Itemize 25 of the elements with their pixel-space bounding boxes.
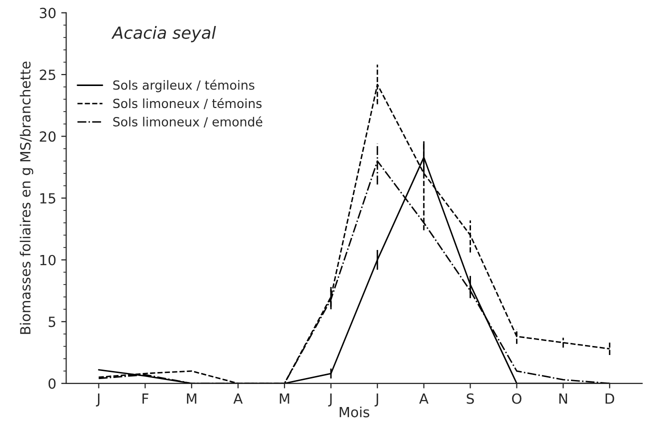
y-tick-label: 30 bbox=[40, 8, 56, 18]
x-tick-label: D bbox=[606, 394, 614, 404]
text: Acacia seyal bbox=[111, 26, 216, 42]
x-tick-label: F bbox=[142, 394, 148, 404]
y-axis-title: Biomasses foliaires en g MS/branchette bbox=[20, 62, 34, 334]
legend-label: Sols limoneux / emondé bbox=[113, 116, 262, 128]
y-tick-label: 0 bbox=[48, 378, 56, 389]
x-tick-label: M bbox=[280, 394, 290, 404]
y-tick-label: 25 bbox=[40, 70, 56, 80]
x-tick-label: M bbox=[186, 394, 196, 404]
x-tick-label: J bbox=[96, 394, 100, 406]
x-tick-label: J bbox=[374, 394, 378, 406]
legend-label: Sols limoneux / témoins bbox=[113, 98, 262, 110]
y-tick-label: 5 bbox=[48, 316, 56, 328]
x-tick-label: J bbox=[328, 394, 332, 406]
y-tick-label: 20 bbox=[40, 131, 56, 142]
x-tick-label: A bbox=[233, 394, 243, 404]
y-tick-label: 10 bbox=[40, 254, 56, 266]
legend-label: Sols argileux / témoins bbox=[113, 80, 254, 92]
x-tick-label: S bbox=[466, 393, 474, 404]
x-tick-label: N bbox=[559, 394, 568, 404]
x-tick-label: A bbox=[419, 394, 428, 404]
y-tick-label: 15 bbox=[40, 193, 56, 204]
x-tick-label: O bbox=[512, 393, 522, 404]
x-axis-title: Mois bbox=[340, 406, 370, 418]
